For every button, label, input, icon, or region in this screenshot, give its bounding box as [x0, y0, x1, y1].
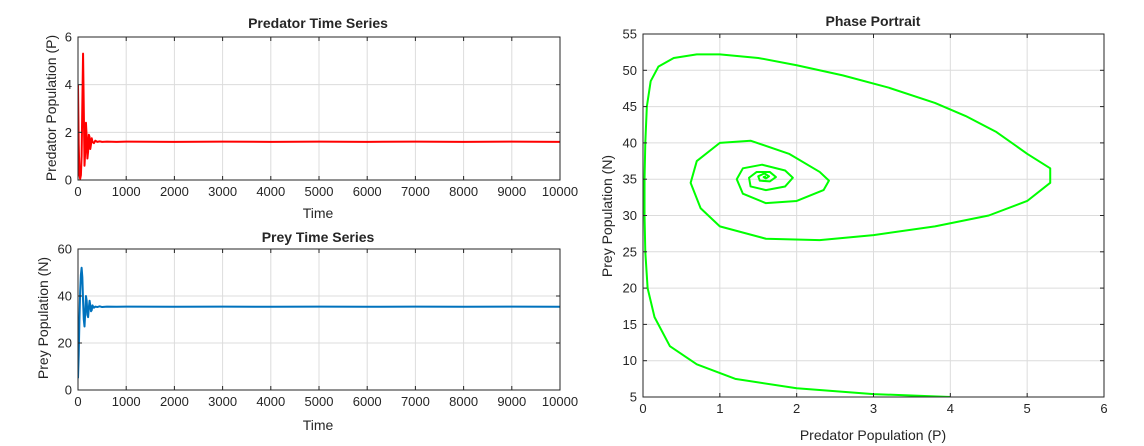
phase-y-tick-label: 10	[623, 353, 637, 368]
phase-x-tick-label: 2	[793, 401, 800, 416]
predator-chart-xlabel: Time	[303, 205, 334, 221]
prey-y-tick-label: 60	[58, 242, 72, 257]
phase-chart: Phase Portrait Predator Population (P) P…	[599, 13, 1108, 443]
phase-x-tick-label: 4	[947, 401, 954, 416]
predator-x-tick-label: 9000	[497, 184, 526, 199]
phase-x-tick-label: 5	[1024, 401, 1031, 416]
phase-chart-ylabel: Prey Population (N)	[599, 155, 615, 277]
predator-x-tick-label: 0	[74, 184, 81, 199]
prey-x-tick-label: 5000	[305, 394, 334, 409]
prey-x-tick-label: 9000	[497, 394, 526, 409]
predator-x-tick-label: 6000	[353, 184, 382, 199]
phase-y-tick-label: 20	[623, 281, 637, 296]
predator-x-tick-label: 5000	[305, 184, 334, 199]
phase-y-tick-label: 45	[623, 99, 637, 114]
prey-chart: Prey Time Series Time Prey Population (N…	[35, 229, 578, 433]
prey-x-tick-label: 4000	[256, 394, 285, 409]
phase-x-tick-label: 1	[716, 401, 723, 416]
predator-x-tick-label: 7000	[401, 184, 430, 199]
phase-x-tick-label: 6	[1100, 401, 1107, 416]
phase-y-tick-label: 15	[623, 317, 637, 332]
predator-x-tick-label: 1000	[112, 184, 141, 199]
prey-y-tick-label: 20	[58, 336, 72, 351]
prey-chart-ylabel: Prey Population (N)	[35, 257, 51, 379]
prey-x-tick-label: 6000	[353, 394, 382, 409]
phase-y-tick-label: 40	[623, 135, 637, 150]
prey-chart-xlabel: Time	[303, 417, 334, 433]
phase-y-tick-label: 5	[630, 390, 637, 405]
phase-y-tick-label: 35	[623, 172, 637, 187]
predator-y-tick-label: 6	[65, 30, 72, 45]
predator-x-tick-label: 3000	[208, 184, 237, 199]
prey-chart-title: Prey Time Series	[262, 229, 375, 245]
prey-series-line	[78, 266, 560, 379]
phase-y-tick-label: 30	[623, 208, 637, 223]
predator-chart: Predator Time Series Time Predator Popul…	[43, 15, 578, 221]
prey-x-tick-label: 1000	[112, 394, 141, 409]
prey-x-tick-label: 3000	[208, 394, 237, 409]
predator-x-tick-label: 4000	[256, 184, 285, 199]
prey-x-tick-label: 2000	[160, 394, 189, 409]
phase-chart-title: Phase Portrait	[826, 13, 921, 29]
predator-chart-title: Predator Time Series	[248, 15, 388, 31]
prey-x-tick-label: 8000	[449, 394, 478, 409]
predator-series-line	[78, 52, 560, 180]
phase-x-tick-label: 3	[870, 401, 877, 416]
prey-y-tick-label: 0	[65, 383, 72, 398]
prey-x-tick-label: 0	[74, 394, 81, 409]
predator-y-tick-label: 4	[65, 77, 72, 92]
predator-y-tick-label: 2	[65, 125, 72, 140]
phase-chart-xlabel: Predator Population (P)	[800, 427, 946, 443]
prey-y-tick-label: 40	[58, 289, 72, 304]
predator-x-tick-label: 8000	[449, 184, 478, 199]
phase-x-tick-label: 0	[639, 401, 646, 416]
predator-x-tick-label: 10000	[542, 184, 578, 199]
phase-y-tick-label: 55	[623, 27, 637, 42]
prey-x-tick-label: 7000	[401, 394, 430, 409]
predator-x-tick-label: 2000	[160, 184, 189, 199]
predator-y-tick-label: 0	[65, 173, 72, 188]
phase-y-tick-label: 50	[623, 63, 637, 78]
prey-x-tick-label: 10000	[542, 394, 578, 409]
phase-y-tick-label: 25	[623, 244, 637, 259]
predator-chart-ylabel: Predator Population (P)	[43, 35, 59, 181]
